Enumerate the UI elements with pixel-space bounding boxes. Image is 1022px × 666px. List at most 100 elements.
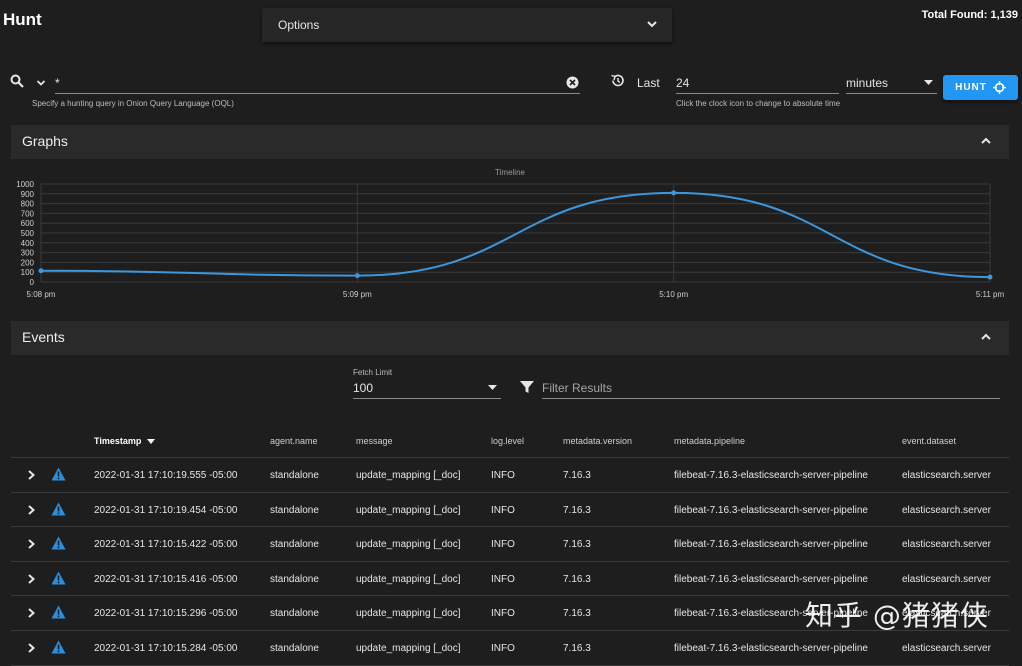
- hunt-button[interactable]: HUNT: [943, 75, 1018, 100]
- series-line: [40, 191, 991, 279]
- chevron-right-icon[interactable]: [28, 470, 35, 480]
- cell-message: update_mapping [_doc]: [356, 608, 461, 620]
- warning-icon: [51, 502, 66, 516]
- column-header-event-dataset[interactable]: event.dataset: [902, 436, 957, 446]
- table-row[interactable]: 2022-01-31 17:10:15.416 -05:00 standalone…: [11, 562, 1009, 597]
- column-header-timestamp[interactable]: Timestamp: [94, 436, 155, 446]
- chevron-down-icon[interactable]: [646, 18, 658, 30]
- cell-event-dataset: elasticsearch.server: [902, 539, 991, 551]
- column-header-metadata-pipeline[interactable]: metadata.pipeline: [674, 436, 746, 446]
- filter-icon: [520, 380, 534, 394]
- clear-icon[interactable]: [566, 76, 579, 89]
- cell-metadata-pipeline: filebeat-7.16.3-elasticsearch-server-pip…: [674, 573, 868, 585]
- y-tick-label: 100: [21, 268, 35, 277]
- page-title: Hunt: [3, 10, 42, 29]
- cell-message: update_mapping [_doc]: [356, 573, 461, 585]
- fetch-limit-value: 100: [353, 381, 374, 395]
- x-tick-label: 5:09 pm: [343, 290, 372, 299]
- query-mode-chevron-icon[interactable]: [36, 78, 46, 88]
- column-header-metadata-version[interactable]: metadata.version: [563, 436, 633, 446]
- column-header-agent-name[interactable]: agent.name: [270, 436, 318, 446]
- table-row[interactable]: 2022-01-31 17:10:15.284 -05:00 standalone…: [11, 631, 1009, 666]
- table-row[interactable]: 2022-01-31 17:10:15.422 -05:00 standalone…: [11, 527, 1009, 562]
- cell-agent-name: standalone: [270, 608, 319, 620]
- chevron-right-icon[interactable]: [28, 539, 35, 549]
- cell-timestamp: 2022-01-31 17:10:19.555 -05:00: [94, 470, 238, 481]
- options-label: Options: [278, 18, 320, 32]
- y-tick-label: 300: [21, 249, 35, 258]
- column-header-log-level[interactable]: log.level: [491, 436, 525, 446]
- cell-metadata-pipeline: filebeat-7.16.3-elasticsearch-server-pip…: [674, 642, 868, 654]
- chevron-right-icon[interactable]: [28, 643, 35, 653]
- relative-time-input[interactable]: [676, 73, 839, 94]
- cell-log-level: INFO: [491, 642, 515, 654]
- query-input[interactable]: [55, 73, 580, 94]
- cell-agent-name: standalone: [270, 539, 319, 551]
- cell-timestamp: 2022-01-31 17:10:15.422 -05:00: [94, 539, 238, 551]
- cell-agent-name: standalone: [270, 642, 319, 654]
- table-row[interactable]: 2022-01-31 17:10:15.296 -05:00 standalone…: [11, 596, 1009, 631]
- data-point: [354, 273, 360, 279]
- cell-event-dataset: elasticsearch.server: [902, 608, 991, 620]
- search-icon: [10, 74, 24, 88]
- cell-metadata-version: 7.16.3: [563, 504, 591, 516]
- hunt-button-label: HUNT: [955, 82, 987, 93]
- total-found: Total Found: 1,139: [921, 9, 1018, 21]
- cell-timestamp: 2022-01-31 17:10:15.284 -05:00: [94, 642, 238, 654]
- cell-event-dataset: elasticsearch.server: [902, 642, 991, 654]
- options-panel[interactable]: Options: [262, 8, 672, 42]
- cell-metadata-version: 7.16.3: [563, 470, 591, 481]
- timeline-chart: Timeline 0 100 200 300 400 500 600 700 800 900 1000…: [11, 160, 1009, 310]
- filter-results-input[interactable]: [542, 378, 1000, 399]
- y-tick-label: 400: [21, 239, 35, 248]
- chevron-up-icon[interactable]: [981, 333, 991, 340]
- data-point: [987, 274, 993, 280]
- chart-title: Timeline: [495, 168, 525, 177]
- table-header-row: Timestamp agent.name message log.level m…: [11, 424, 1009, 458]
- time-unit-select[interactable]: minutes: [846, 73, 937, 94]
- cell-event-dataset: elasticsearch.server: [902, 504, 991, 516]
- cell-log-level: INFO: [491, 539, 515, 551]
- x-tick-label: 5:11 pm: [976, 290, 1005, 299]
- cell-log-level: INFO: [491, 573, 515, 585]
- chevron-up-icon[interactable]: [981, 137, 991, 144]
- y-tick-label: 500: [21, 229, 35, 238]
- warning-icon: [51, 467, 66, 481]
- events-panel-header[interactable]: Events: [11, 321, 1009, 355]
- y-tick-label: 600: [21, 219, 35, 228]
- cell-message: update_mapping [_doc]: [356, 504, 461, 516]
- cell-agent-name: standalone: [270, 573, 319, 585]
- cell-metadata-version: 7.16.3: [563, 573, 591, 585]
- query-hint: Specify a hunting query in Onion Query L…: [32, 99, 234, 108]
- warning-icon: [51, 571, 66, 585]
- graphs-panel-header[interactable]: Graphs: [11, 125, 1009, 159]
- caret-down-icon: [924, 80, 933, 85]
- cell-agent-name: standalone: [270, 504, 319, 516]
- x-tick-label: 5:08 pm: [27, 290, 56, 299]
- cell-event-dataset: elasticsearch.server: [902, 470, 991, 481]
- data-point: [38, 268, 44, 274]
- cell-message: update_mapping [_doc]: [356, 539, 461, 551]
- chevron-right-icon[interactable]: [28, 608, 35, 619]
- cell-metadata-pipeline: filebeat-7.16.3-elasticsearch-server-pip…: [674, 470, 868, 481]
- history-clock-icon[interactable]: [610, 73, 625, 88]
- cell-message: update_mapping [_doc]: [356, 642, 461, 654]
- cell-timestamp: 2022-01-31 17:10:15.416 -05:00: [94, 573, 238, 585]
- cell-metadata-version: 7.16.3: [563, 642, 591, 654]
- fetch-limit-select[interactable]: 100: [353, 378, 501, 399]
- cell-timestamp: 2022-01-31 17:10:19.454 -05:00: [94, 504, 238, 516]
- caret-down-icon: [488, 385, 497, 390]
- fetch-limit-label: Fetch Limit: [353, 368, 393, 377]
- y-tick-label: 1000: [16, 180, 34, 189]
- x-tick-label: 5:10 pm: [659, 290, 688, 299]
- warning-icon: [51, 640, 66, 654]
- table-row[interactable]: 2022-01-31 17:10:19.454 -05:00 standalone…: [11, 493, 1009, 528]
- chevron-right-icon[interactable]: [28, 504, 35, 515]
- column-header-message[interactable]: message: [356, 436, 393, 446]
- cell-agent-name: standalone: [270, 470, 319, 481]
- watermark: 知乎 @猪猪侠: [805, 599, 989, 632]
- cell-message: update_mapping [_doc]: [356, 470, 461, 481]
- cell-log-level: INFO: [491, 504, 515, 516]
- chevron-right-icon[interactable]: [28, 574, 35, 584]
- table-row[interactable]: 2022-01-31 17:10:19.555 -05:00 standalone…: [11, 458, 1009, 493]
